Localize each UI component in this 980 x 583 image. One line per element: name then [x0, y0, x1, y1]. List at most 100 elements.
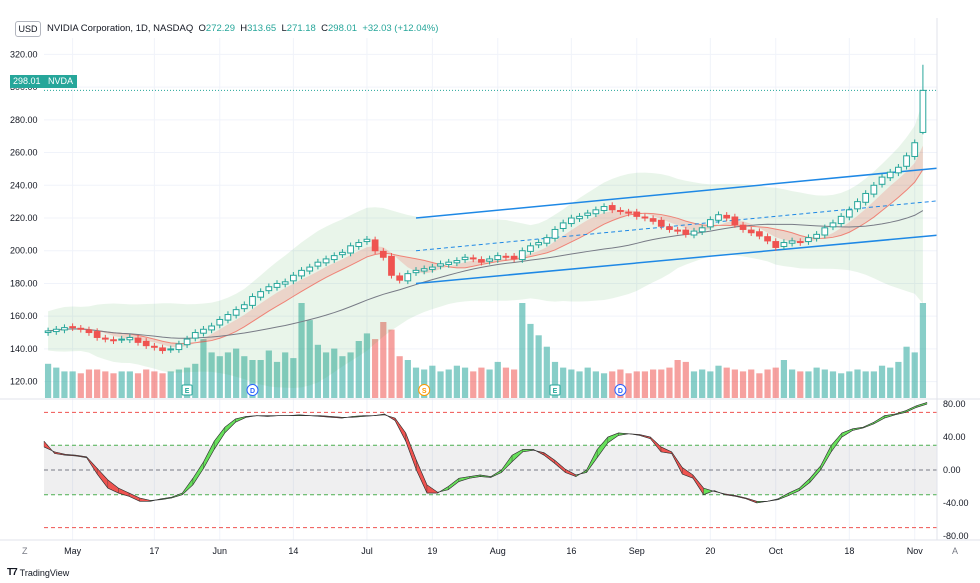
candle[interactable] [249, 293, 256, 309]
candle[interactable] [617, 207, 624, 215]
candle[interactable] [535, 239, 543, 249]
candle[interactable] [674, 226, 681, 235]
candle[interactable] [69, 323, 76, 331]
candle[interactable] [437, 260, 444, 270]
candle[interactable] [608, 202, 616, 214]
candle[interactable] [191, 329, 199, 342]
candle[interactable] [633, 208, 641, 220]
candle[interactable] [110, 336, 117, 344]
candle[interactable] [265, 283, 273, 294]
candle[interactable] [224, 311, 232, 324]
candle[interactable] [576, 213, 583, 222]
candle[interactable] [829, 219, 837, 231]
candle[interactable] [478, 256, 485, 266]
candle[interactable] [821, 224, 829, 239]
candle[interactable] [919, 64, 927, 135]
candle[interactable] [739, 221, 747, 233]
event-dividend-marker[interactable]: D [614, 384, 627, 396]
candle[interactable] [723, 212, 731, 222]
candle[interactable] [551, 226, 559, 242]
candle[interactable] [903, 152, 910, 170]
candle[interactable] [788, 237, 796, 247]
event-earnings-marker[interactable]: E [181, 384, 193, 396]
candle[interactable] [306, 263, 314, 275]
candle[interactable] [240, 301, 248, 312]
channel-middle-line[interactable] [415, 200, 938, 252]
event-dividend-marker[interactable]: D [246, 384, 259, 396]
candle[interactable] [854, 198, 861, 213]
candle[interactable] [567, 214, 575, 227]
candle[interactable] [330, 252, 338, 263]
candle[interactable] [77, 325, 85, 333]
candle[interactable] [772, 238, 780, 251]
candle[interactable] [527, 242, 534, 255]
candle[interactable] [404, 270, 412, 285]
candle[interactable] [731, 213, 739, 228]
candle[interactable] [657, 217, 665, 230]
candle[interactable] [502, 253, 510, 261]
candle[interactable] [232, 306, 240, 319]
candle[interactable] [142, 338, 150, 349]
candle[interactable] [167, 345, 175, 353]
candle[interactable] [747, 226, 755, 236]
candle[interactable] [290, 272, 297, 285]
auto-scale-button[interactable]: A [952, 546, 959, 556]
candle[interactable] [273, 280, 281, 291]
candle[interactable] [780, 239, 788, 250]
candle[interactable] [396, 272, 404, 284]
candle[interactable] [559, 219, 567, 232]
candle[interactable] [216, 316, 224, 329]
candle[interactable] [322, 255, 330, 267]
currency-button[interactable]: USD [15, 21, 41, 37]
candle[interactable] [641, 213, 649, 222]
candle[interactable] [93, 328, 101, 341]
event-split-marker[interactable]: S [418, 384, 431, 396]
candle[interactable] [379, 248, 387, 261]
candle[interactable] [764, 233, 771, 245]
candle[interactable] [61, 324, 68, 334]
candle[interactable] [715, 211, 722, 224]
candle[interactable] [625, 208, 632, 217]
candle[interactable] [412, 267, 420, 276]
candle[interactable] [510, 253, 518, 263]
candle[interactable] [543, 234, 551, 247]
channel-upper-line[interactable] [415, 167, 938, 219]
candle[interactable] [796, 238, 804, 246]
candle[interactable] [281, 278, 289, 288]
candle[interactable] [126, 334, 134, 344]
candle[interactable] [878, 173, 886, 188]
candle[interactable] [469, 254, 477, 263]
candle[interactable] [584, 209, 592, 219]
channel-lower-line[interactable] [415, 234, 938, 285]
candle[interactable] [837, 213, 845, 227]
candle[interactable] [371, 236, 379, 254]
candle[interactable] [355, 239, 363, 250]
candle[interactable] [682, 226, 690, 238]
candle[interactable] [314, 258, 322, 270]
z-button[interactable]: Z [22, 546, 28, 556]
candle[interactable] [85, 326, 93, 336]
candle[interactable] [870, 182, 878, 198]
candle[interactable] [845, 206, 853, 221]
candle[interactable] [911, 139, 919, 160]
candle[interactable] [698, 224, 706, 236]
candle[interactable] [101, 334, 109, 343]
candle[interactable] [886, 168, 894, 182]
candle[interactable] [118, 335, 126, 344]
candle[interactable] [200, 326, 207, 337]
candlesticks[interactable] [44, 64, 927, 354]
candle[interactable] [339, 249, 346, 258]
candle[interactable] [862, 190, 870, 206]
candle[interactable] [649, 215, 657, 225]
candle[interactable] [486, 255, 493, 265]
candle[interactable] [600, 203, 608, 214]
candle[interactable] [298, 267, 305, 280]
candle[interactable] [363, 236, 371, 245]
candle[interactable] [494, 252, 502, 263]
candle[interactable] [453, 257, 461, 267]
candle[interactable] [666, 223, 673, 233]
candle[interactable] [756, 228, 763, 240]
event-earnings-marker[interactable]: E [549, 384, 561, 396]
candle[interactable] [690, 227, 698, 239]
